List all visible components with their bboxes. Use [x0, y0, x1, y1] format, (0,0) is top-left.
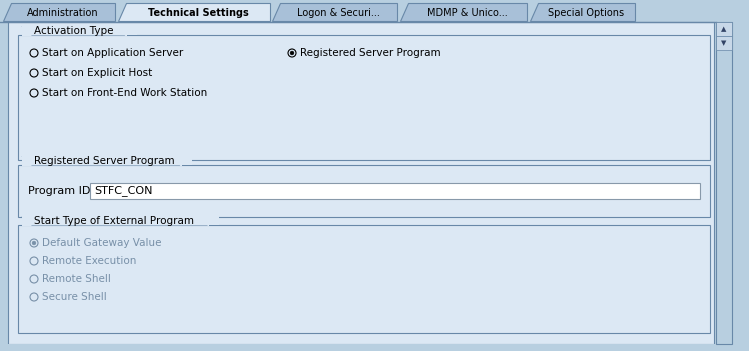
Circle shape [32, 241, 36, 245]
Bar [18, 165, 710, 217]
Text: Remote Execution: Remote Execution [42, 257, 136, 266]
Text: Program ID: Program ID [28, 186, 91, 196]
Text: Registered Server Program: Registered Server Program [34, 156, 175, 166]
Text: Technical Settings: Technical Settings [148, 7, 249, 18]
Text: ▲: ▲ [721, 26, 727, 32]
Text: Start on Application Server: Start on Application Server [42, 48, 184, 59]
Text: Logon & Securi...: Logon & Securi... [297, 7, 380, 18]
Bar [18, 225, 710, 333]
Text: Start Type of External Program: Start Type of External Program [34, 216, 194, 226]
Text: Default Gateway Value: Default Gateway Value [42, 238, 162, 249]
Bar [716, 22, 732, 36]
Bar [716, 0, 742, 351]
Bar [716, 36, 732, 50]
Text: MDMP & Unico...: MDMP & Unico... [427, 7, 508, 18]
Text: Start on Front-End Work Station: Start on Front-End Work Station [42, 88, 207, 99]
Polygon shape [400, 3, 527, 21]
Bar [22, 215, 219, 225]
Bar [22, 155, 192, 165]
Bar [90, 183, 700, 199]
Text: ▼: ▼ [721, 40, 727, 46]
Text: Start on Explicit Host: Start on Explicit Host [42, 68, 152, 79]
Bar [22, 25, 136, 35]
Bar [716, 22, 732, 344]
Text: Administration: Administration [27, 7, 99, 18]
Text: Secure Shell: Secure Shell [42, 292, 107, 303]
Circle shape [290, 51, 294, 55]
Text: Activation Type: Activation Type [34, 26, 114, 36]
Bar [22, 34, 127, 36]
Text: Registered Server Program: Registered Server Program [300, 48, 440, 59]
Bar [22, 224, 209, 226]
Bar [18, 35, 710, 160]
Polygon shape [118, 3, 270, 21]
Text: Remote Shell: Remote Shell [42, 274, 111, 285]
Bar [0, 344, 749, 351]
Polygon shape [530, 3, 635, 21]
Polygon shape [3, 3, 115, 21]
Polygon shape [272, 3, 397, 21]
Text: STFC_CON: STFC_CON [94, 186, 153, 197]
Text: Special Options: Special Options [548, 7, 625, 18]
Bar [22, 164, 181, 166]
